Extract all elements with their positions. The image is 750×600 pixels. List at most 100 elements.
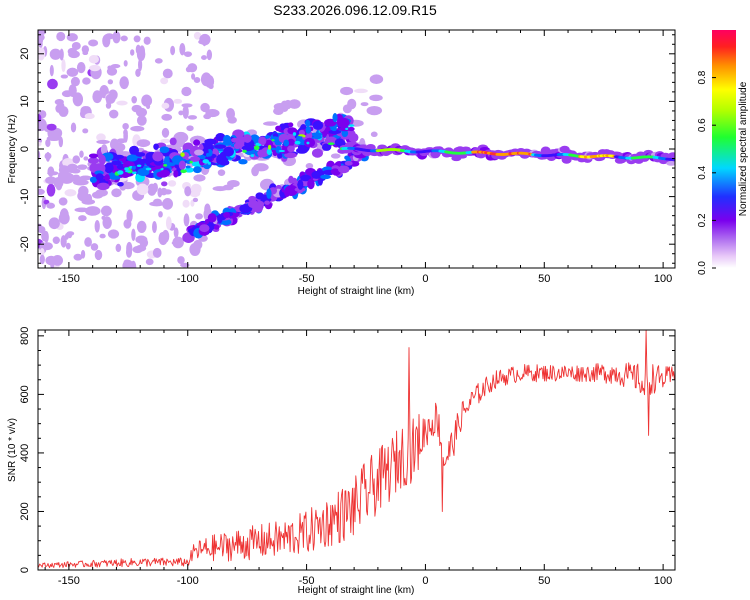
spectrogram-cell bbox=[233, 142, 242, 150]
spectrogram-cell bbox=[189, 160, 193, 164]
spectrogram-cell bbox=[238, 159, 248, 165]
spectrogram-cell bbox=[162, 198, 174, 210]
spectrogram-cell bbox=[190, 156, 201, 162]
spectrogram-cell bbox=[305, 119, 311, 127]
spectrogram-cell bbox=[231, 137, 239, 143]
spectrogram-cell bbox=[193, 162, 197, 166]
spectrogram-cell bbox=[146, 103, 151, 110]
spectrogram-cell bbox=[206, 49, 213, 61]
spectrogram-cell bbox=[104, 174, 110, 182]
spectrogram-cell bbox=[206, 152, 210, 157]
spectrogram-cell bbox=[341, 129, 349, 138]
spectrogram-cell bbox=[256, 200, 265, 208]
spectrogram-cell bbox=[95, 173, 104, 181]
spectrogram-cell bbox=[191, 73, 196, 80]
spectrogram-cell bbox=[78, 215, 87, 222]
spectrogram-cell bbox=[311, 136, 315, 139]
spectrogram-cell bbox=[84, 113, 95, 120]
spectrogram-cell bbox=[101, 215, 106, 220]
spectrogram-cell bbox=[84, 237, 92, 247]
spectrogram-cell bbox=[92, 163, 106, 174]
spectrogram-cell bbox=[130, 125, 145, 132]
spectrogram-cell bbox=[348, 124, 355, 127]
spectrogram-cell bbox=[145, 167, 152, 171]
spectrogram-cell bbox=[147, 183, 157, 196]
spectrogram-cell bbox=[149, 201, 165, 207]
colorbar-gradient bbox=[712, 30, 736, 268]
spectrogram-cell bbox=[82, 51, 89, 56]
spectrogram-cell bbox=[66, 33, 78, 42]
spectrogram-cell bbox=[192, 197, 199, 203]
spectrogram-cell bbox=[67, 176, 82, 181]
spectrogram-cell bbox=[38, 118, 47, 132]
snr-x-ticks: -150 -100 -50 0 50 100 bbox=[44, 330, 672, 587]
spectrogram-cell bbox=[257, 149, 269, 158]
spectrogram-cell bbox=[158, 232, 164, 243]
spectrogram-cell bbox=[268, 144, 272, 150]
spectrogram-cell bbox=[339, 126, 351, 132]
spectrogram-cell bbox=[204, 138, 217, 145]
spectrogram-cell bbox=[145, 258, 154, 266]
spectrogram-cell bbox=[313, 135, 322, 140]
spectrogram-cell bbox=[46, 202, 56, 209]
chart-title: S233.2026.096.12.09.R15 bbox=[273, 2, 437, 18]
spectrogram-cell bbox=[59, 48, 64, 61]
spectrogram-y-ticks: -20 -10 0 10 20 bbox=[19, 34, 675, 264]
spectrogram-cell bbox=[152, 151, 164, 162]
spectrogram-cell bbox=[38, 47, 44, 53]
spectrogram-cell bbox=[274, 141, 283, 146]
spectrogram-cell bbox=[271, 139, 275, 142]
spectrogram-cell bbox=[666, 161, 675, 166]
x-tick-label: 100 bbox=[654, 575, 672, 587]
spectrogram-cell bbox=[342, 104, 352, 114]
spectrogram-cell bbox=[243, 134, 252, 143]
spectrogram-cell bbox=[241, 145, 255, 152]
spectrogram-cell bbox=[160, 138, 171, 144]
spectrogram-cell bbox=[102, 216, 112, 230]
spectrogram-cell bbox=[92, 90, 103, 104]
spectrogram-cell bbox=[139, 238, 149, 248]
spectrogram-cell bbox=[182, 105, 189, 119]
y-tick-label: 10 bbox=[19, 95, 31, 107]
spectrogram-cell bbox=[82, 77, 91, 85]
spectrogram-cell bbox=[160, 77, 169, 85]
x-tick-label: 0 bbox=[422, 273, 428, 285]
spectrogram-cell bbox=[64, 189, 77, 197]
spectrogram-cell bbox=[336, 117, 350, 128]
spectrogram-cell bbox=[250, 154, 255, 158]
colorbar-ticks: 0.0 0.2 0.4 0.6 0.8 bbox=[697, 70, 716, 275]
spectrogram-cell bbox=[117, 170, 124, 175]
spectrogram-cell bbox=[227, 179, 240, 188]
spectrogram-cell bbox=[162, 68, 173, 79]
y-tick-label: 600 bbox=[19, 385, 31, 403]
spectrogram-cell bbox=[345, 127, 349, 130]
spectrogram-cell bbox=[190, 199, 195, 207]
spectrogram-cell bbox=[46, 123, 57, 131]
spectrogram-cell bbox=[305, 163, 314, 169]
spectrogram-cell bbox=[39, 254, 45, 265]
spectrogram-cell bbox=[152, 221, 157, 234]
spectrogram-cell bbox=[122, 80, 129, 86]
spectrogram-cell bbox=[370, 131, 378, 138]
spectrogram-cell bbox=[287, 138, 295, 146]
spectrogram-cell bbox=[174, 135, 181, 140]
spectrogram-cell bbox=[185, 165, 191, 169]
spectrogram-cell bbox=[258, 136, 267, 146]
spectrogram-cell bbox=[200, 102, 210, 113]
spectrogram-cell bbox=[96, 182, 110, 191]
spectrogram-cell bbox=[137, 167, 150, 177]
spectrogram-cell bbox=[60, 235, 67, 248]
x-tick-label: 50 bbox=[538, 575, 550, 587]
spectrogram-cell bbox=[58, 165, 70, 175]
spectrogram-cell bbox=[105, 102, 112, 109]
spectrogram-cell bbox=[59, 172, 75, 184]
spectrogram-cell bbox=[173, 227, 179, 239]
spectrogram-cell bbox=[158, 211, 163, 218]
spectrogram-cell bbox=[116, 138, 127, 144]
spectrogram-cell bbox=[115, 243, 122, 253]
spectrogram-cell bbox=[89, 64, 101, 72]
spectrogram-cell bbox=[161, 181, 168, 187]
spectrogram-cell bbox=[138, 58, 143, 72]
spectrogram-cell bbox=[284, 187, 291, 197]
